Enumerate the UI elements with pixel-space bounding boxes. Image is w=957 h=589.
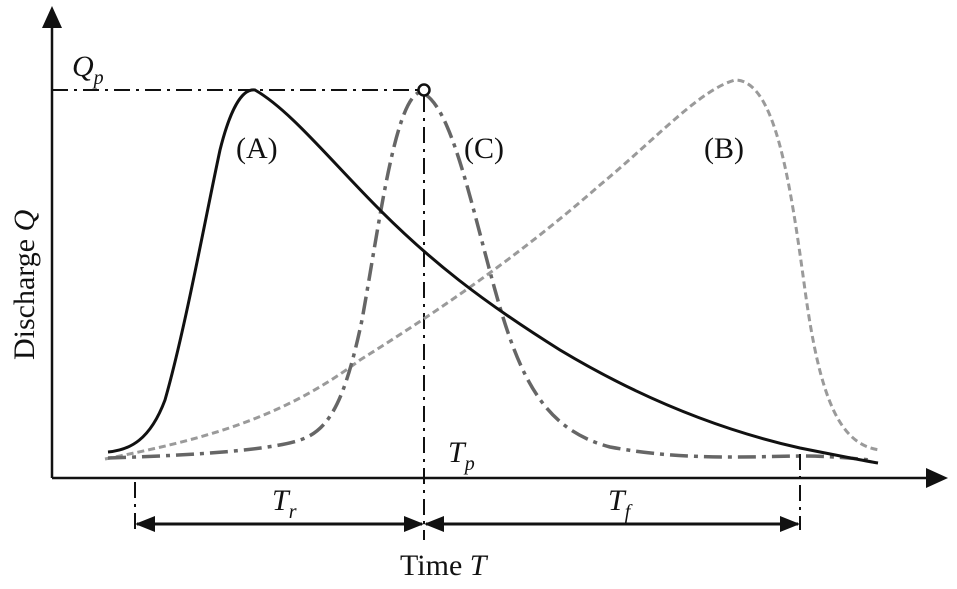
curve-c <box>107 90 871 462</box>
curve-b <box>104 78 881 461</box>
fall-time-label: Tf <box>608 484 633 523</box>
rise-time-label: Tr <box>272 484 297 523</box>
x-axis-label: Time T <box>400 549 489 582</box>
peak-discharge-label: Qp <box>72 50 104 89</box>
y-axis-label: Discharge Q <box>8 209 41 360</box>
curve-a <box>107 88 879 465</box>
curve-b-label: (B) <box>704 132 744 165</box>
y-axis-arrow <box>42 6 62 28</box>
peak-marker <box>417 83 431 97</box>
curve-c-label: (C) <box>464 132 504 165</box>
x-axis-arrow <box>926 468 948 488</box>
peak-time-label: Tp <box>448 436 475 475</box>
curve-a-label: (A) <box>236 132 278 165</box>
